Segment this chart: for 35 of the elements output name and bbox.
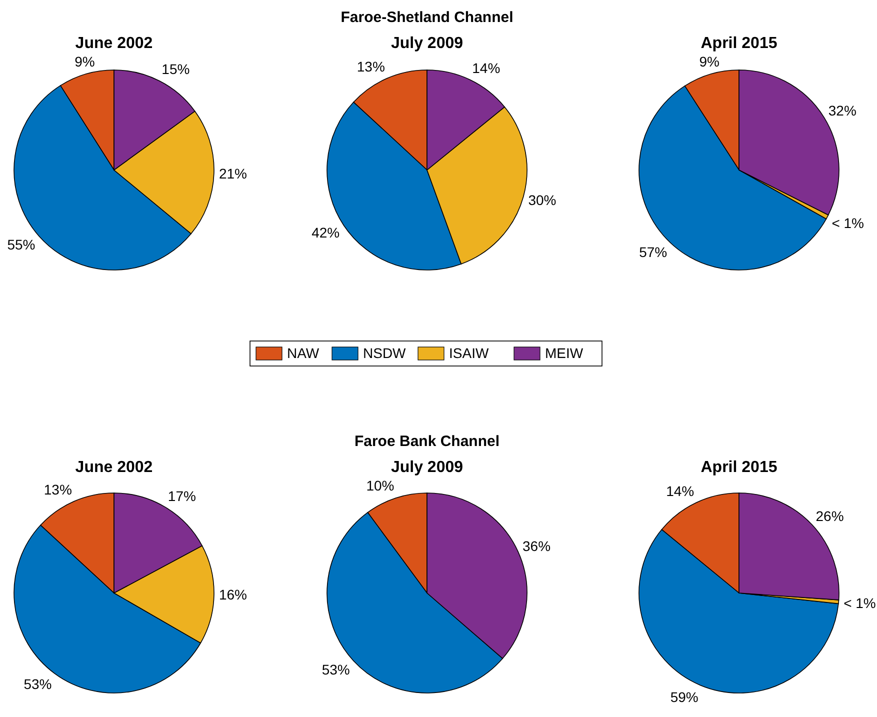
data-label: 36%: [522, 538, 551, 554]
data-label: 9%: [74, 53, 95, 70]
chart-title: June 2002: [75, 459, 153, 476]
text: Faroe Bank Channel: [354, 433, 500, 450]
chart-title: July 2009: [390, 459, 464, 476]
data-label: 59%: [670, 689, 698, 706]
data-label: 14%: [666, 482, 694, 499]
data-label: 32%: [828, 102, 856, 119]
legend-label: NAW: [287, 345, 320, 361]
data-label: 30%: [528, 192, 556, 208]
data-label: 10%: [366, 478, 394, 494]
data-label: 42%: [312, 224, 340, 240]
data-label: 55%: [7, 236, 36, 253]
data-label: 53%: [24, 676, 52, 692]
data-label: 15%: [162, 61, 190, 78]
data-label: 9%: [699, 54, 720, 70]
chart-title: June 2002: [75, 35, 153, 52]
legend-label: MEIW: [545, 345, 584, 361]
chart-title: July 2009: [390, 35, 464, 52]
data-label: 14%: [472, 60, 500, 76]
data-label: 13%: [44, 481, 72, 498]
data-label: < 1%: [832, 214, 864, 231]
data-label: 53%: [322, 662, 350, 678]
chart-title: April 2015: [700, 35, 778, 52]
legend-label: NSDW: [363, 345, 407, 361]
chart-title: April 2015: [700, 459, 778, 476]
data-label: 13%: [356, 58, 385, 74]
legend-label: ISAIW: [449, 345, 490, 361]
text: Faroe-Shetland Channel: [340, 9, 514, 26]
data-label: 17%: [168, 488, 196, 504]
data-label: < 1%: [844, 594, 876, 611]
data-label: 26%: [816, 508, 844, 524]
data-label: 16%: [218, 586, 248, 603]
data-label: 21%: [218, 165, 247, 182]
data-label: 57%: [639, 244, 668, 260]
